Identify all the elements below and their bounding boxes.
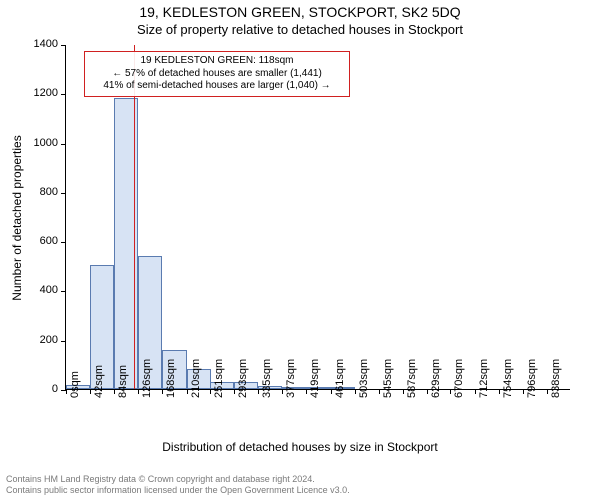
x-tick-mark bbox=[90, 389, 91, 394]
annotation-line3: 41% of semi-detached houses are larger (… bbox=[91, 80, 343, 93]
x-tick-mark bbox=[355, 389, 356, 394]
x-tick-mark bbox=[331, 389, 332, 394]
x-tick-label: 168sqm bbox=[165, 359, 177, 398]
x-tick-label: 42sqm bbox=[93, 365, 105, 398]
y-tick-label: 0 bbox=[0, 383, 58, 395]
footer-line2: Contains public sector information licen… bbox=[6, 485, 350, 496]
x-tick-label: 712sqm bbox=[478, 359, 490, 398]
x-tick-label: 419sqm bbox=[309, 359, 321, 398]
x-tick-mark bbox=[475, 389, 476, 394]
annotation-line2: ← 57% of detached houses are smaller (1,… bbox=[91, 68, 343, 81]
x-tick-mark bbox=[547, 389, 548, 394]
chart-title-line1: 19, KEDLESTON GREEN, STOCKPORT, SK2 5DQ bbox=[0, 4, 600, 20]
x-tick-mark bbox=[450, 389, 451, 394]
y-tick-mark bbox=[61, 193, 66, 194]
y-axis-label: Number of detached properties bbox=[10, 135, 24, 300]
x-tick-label: 587sqm bbox=[406, 359, 418, 398]
y-tick-label: 800 bbox=[0, 186, 58, 198]
chart-container: 19, KEDLESTON GREEN, STOCKPORT, SK2 5DQ … bbox=[0, 0, 600, 500]
y-tick-mark bbox=[61, 341, 66, 342]
x-tick-label: 461sqm bbox=[334, 359, 346, 398]
y-tick-mark bbox=[61, 144, 66, 145]
x-tick-label: 210sqm bbox=[190, 359, 202, 398]
x-tick-mark bbox=[187, 389, 188, 394]
annotation-box: 19 KEDLESTON GREEN: 118sqm ← 57% of deta… bbox=[84, 51, 350, 97]
x-tick-mark bbox=[138, 389, 139, 394]
x-tick-mark bbox=[210, 389, 211, 394]
x-tick-label: 84sqm bbox=[117, 365, 129, 398]
plot-area: 19 KEDLESTON GREEN: 118sqm ← 57% of deta… bbox=[65, 45, 570, 390]
x-tick-label: 629sqm bbox=[430, 359, 442, 398]
x-tick-mark bbox=[403, 389, 404, 394]
y-tick-label: 1400 bbox=[0, 38, 58, 50]
x-tick-mark bbox=[282, 389, 283, 394]
x-tick-mark bbox=[306, 389, 307, 394]
y-tick-mark bbox=[61, 242, 66, 243]
y-tick-mark bbox=[61, 291, 66, 292]
x-tick-label: 670sqm bbox=[453, 359, 465, 398]
x-tick-label: 754sqm bbox=[502, 359, 514, 398]
x-tick-label: 251sqm bbox=[213, 359, 225, 398]
y-tick-label: 200 bbox=[0, 334, 58, 346]
y-tick-mark bbox=[61, 94, 66, 95]
footer-attribution: Contains HM Land Registry data © Crown c… bbox=[6, 474, 350, 496]
x-axis-label: Distribution of detached houses by size … bbox=[0, 440, 600, 454]
x-tick-mark bbox=[66, 389, 67, 394]
x-tick-mark bbox=[427, 389, 428, 394]
x-tick-label: 796sqm bbox=[526, 359, 538, 398]
x-tick-label: 0sqm bbox=[69, 371, 81, 398]
x-tick-mark bbox=[523, 389, 524, 394]
x-tick-label: 545sqm bbox=[382, 359, 394, 398]
x-tick-mark bbox=[499, 389, 500, 394]
y-tick-label: 1000 bbox=[0, 137, 58, 149]
x-tick-mark bbox=[234, 389, 235, 394]
x-tick-label: 293sqm bbox=[237, 359, 249, 398]
annotation-line1: 19 KEDLESTON GREEN: 118sqm bbox=[91, 55, 343, 68]
x-tick-mark bbox=[258, 389, 259, 394]
x-tick-label: 503sqm bbox=[358, 359, 370, 398]
chart-title-line2: Size of property relative to detached ho… bbox=[0, 22, 600, 37]
footer-line1: Contains HM Land Registry data © Crown c… bbox=[6, 474, 350, 485]
x-tick-label: 335sqm bbox=[261, 359, 273, 398]
x-tick-mark bbox=[114, 389, 115, 394]
x-tick-mark bbox=[379, 389, 380, 394]
y-tick-label: 600 bbox=[0, 235, 58, 247]
x-tick-label: 377sqm bbox=[285, 359, 297, 398]
y-tick-mark bbox=[61, 45, 66, 46]
y-tick-label: 1200 bbox=[0, 87, 58, 99]
x-tick-label: 838sqm bbox=[550, 359, 562, 398]
bars-group bbox=[66, 45, 570, 389]
x-tick-label: 126sqm bbox=[141, 359, 153, 398]
x-tick-mark bbox=[162, 389, 163, 394]
y-tick-label: 400 bbox=[0, 284, 58, 296]
reference-line bbox=[134, 45, 135, 389]
